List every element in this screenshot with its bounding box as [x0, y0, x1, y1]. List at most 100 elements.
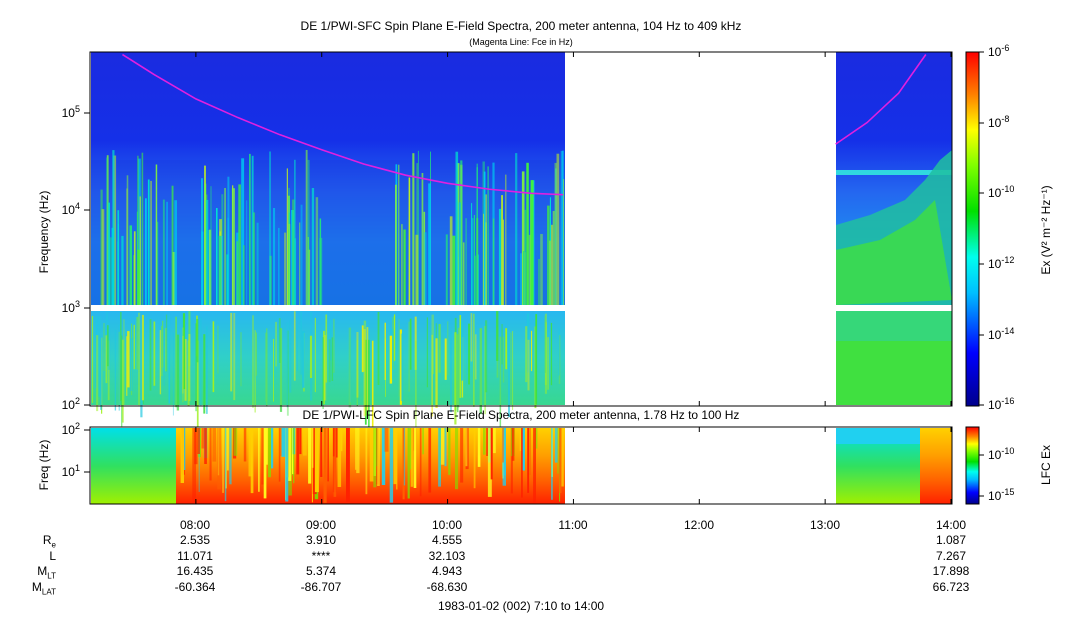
- lfc-streak: [444, 428, 447, 467]
- emission-streak: [560, 150, 563, 305]
- low-band-streak: [217, 325, 219, 374]
- lfc-streak: [493, 428, 496, 454]
- low-band-streak: [184, 339, 187, 401]
- lfc-streak: [559, 428, 562, 494]
- low-band-streak: [398, 318, 400, 397]
- emission-streak: [505, 174, 507, 305]
- eph-l-1400: 7.267: [935, 549, 967, 563]
- lfc-streak: [192, 428, 196, 504]
- emission-streak: [126, 175, 129, 305]
- sfc-data-right: [836, 52, 952, 405]
- lfc-streak: [402, 428, 405, 500]
- eph-mlt-1000: 4.943: [431, 564, 463, 578]
- emission-streak: [415, 234, 419, 305]
- emission-streak: [540, 234, 543, 305]
- emission-streak: [526, 162, 529, 305]
- emission-streak: [552, 211, 555, 305]
- cbar-tick-5: 10-14: [988, 326, 1015, 342]
- lfc-streak: [296, 428, 300, 475]
- low-band-streak: [107, 340, 110, 401]
- lfc-streak: [356, 428, 360, 474]
- top-colorbar: [965, 51, 980, 407]
- emission-streak: [150, 180, 152, 305]
- low-band-streak: [475, 334, 477, 380]
- emission-streak: [256, 222, 259, 305]
- low-band-streak: [331, 337, 334, 381]
- lfc-streak: [263, 428, 267, 499]
- low-band-streak: [479, 328, 482, 415]
- lfc-streak: [396, 428, 398, 490]
- lfc-streak: [365, 428, 368, 495]
- emission-streak: [174, 200, 177, 305]
- lfc-streak: [483, 428, 486, 455]
- bottom-ytick-100: 102: [61, 421, 80, 437]
- low-band-streak: [163, 333, 165, 386]
- low-band-streak: [435, 338, 438, 408]
- low-band-streak: [356, 339, 358, 407]
- lfc-streak: [248, 428, 253, 477]
- lfc-streak: [243, 428, 247, 462]
- eph-label-l: L: [49, 549, 56, 563]
- emission-streak: [487, 166, 489, 305]
- low-band-streak: [510, 332, 512, 405]
- emission-streak: [474, 255, 476, 305]
- emission-streak: [484, 194, 487, 305]
- lfc-streak: [502, 428, 504, 463]
- low-band-streak: [100, 336, 103, 410]
- lfc-streak: [473, 428, 476, 489]
- emission-streak: [554, 162, 557, 305]
- time-range-footer: 1983-01-02 (002) 7:10 to 14:00: [437, 599, 605, 613]
- low-band-streak: [182, 313, 186, 390]
- lfc-streak: [411, 428, 416, 460]
- emission-streak: [412, 153, 415, 305]
- low-band-streak: [473, 313, 475, 407]
- low-band-streak: [461, 321, 464, 381]
- low-band-streak: [233, 313, 236, 401]
- lfc-data-left: [91, 428, 565, 504]
- emission-streak: [424, 232, 427, 305]
- low-band-streak: [300, 311, 302, 375]
- emission-streak: [137, 155, 139, 305]
- emission-streak: [108, 202, 110, 305]
- low-band-streak: [361, 325, 364, 373]
- low-band-streak: [266, 328, 268, 407]
- sfc-data-left: [91, 52, 565, 434]
- low-band-streak: [159, 330, 162, 395]
- low-band-streak: [175, 316, 177, 408]
- lfc-streak: [209, 428, 212, 481]
- low-band-streak: [466, 334, 468, 385]
- time-tick-1400: 14:00: [935, 518, 967, 532]
- low-band-streak: [196, 340, 199, 432]
- top-ytick-10000: 104: [61, 201, 80, 217]
- emission-streak: [117, 241, 119, 305]
- low-band-streak: [254, 338, 256, 381]
- bottom-yaxis-ticks: [84, 429, 90, 473]
- emission-streak: [311, 188, 315, 305]
- emission-streak: [408, 177, 411, 305]
- lfc-streak: [373, 428, 377, 488]
- low-band-streak: [314, 317, 316, 393]
- emission-streak: [524, 209, 527, 305]
- emission-streak: [428, 183, 431, 305]
- lfc-streak: [201, 428, 206, 449]
- emission-streak: [460, 164, 463, 305]
- emission-streak: [113, 155, 117, 305]
- top-colorbar-label: Ex (V² m⁻² Hz⁻¹): [1039, 185, 1053, 275]
- lfc-streak: [477, 428, 481, 467]
- low-band-streak: [508, 333, 510, 418]
- low-band-streak: [371, 340, 374, 433]
- low-band-streak: [468, 323, 470, 385]
- low-band-streak: [105, 335, 108, 384]
- low-band-streak: [447, 321, 449, 376]
- emission-streak: [133, 231, 136, 305]
- emission-streak: [121, 235, 124, 305]
- lfc-streak: [527, 428, 530, 493]
- emission-streak: [294, 159, 296, 305]
- low-band-streak: [399, 329, 402, 405]
- emission-streak: [109, 237, 113, 305]
- low-band-streak: [499, 336, 502, 428]
- lfc-streak: [465, 428, 468, 467]
- lfc-streak: [554, 428, 558, 463]
- emission-streak: [243, 245, 245, 305]
